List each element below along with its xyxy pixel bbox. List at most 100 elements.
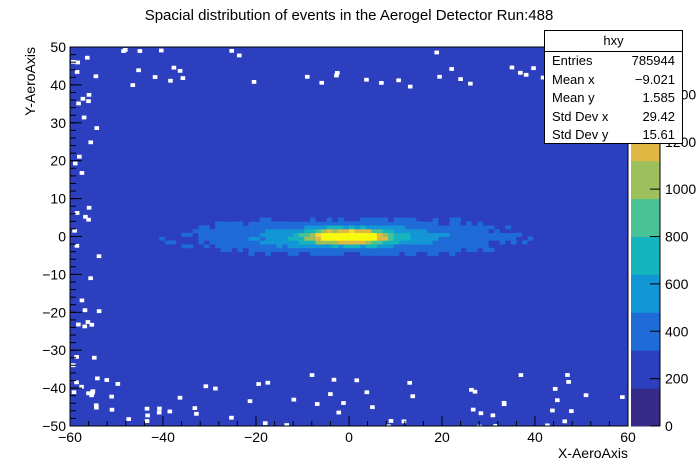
empty-bin	[72, 161, 78, 166]
heatmap-cell	[410, 221, 417, 226]
heatmap-cell	[254, 247, 261, 253]
heatmap-cell	[360, 251, 367, 256]
heatmap-cell	[432, 240, 439, 245]
heatmap-cell	[270, 232, 277, 237]
empty-bin	[309, 373, 315, 377]
empty-bin	[552, 386, 558, 391]
heatmap-cell	[360, 221, 367, 226]
heatmap-cell	[315, 236, 322, 241]
heatmap-cell	[293, 228, 300, 234]
empty-bin	[335, 70, 340, 75]
heatmap-cell	[321, 247, 328, 253]
heatmap-cell	[404, 232, 411, 237]
heatmap-cell	[220, 240, 227, 245]
color-scale-band	[631, 369, 660, 380]
heatmap-cell	[399, 251, 406, 256]
y-tick-label: −50	[42, 418, 66, 434]
color-scale-band	[631, 283, 660, 294]
empty-bin	[341, 401, 346, 405]
heatmap-cell	[164, 225, 171, 230]
empty-bin	[86, 217, 91, 222]
heatmap-cell	[259, 221, 266, 226]
heatmap-cell	[170, 244, 177, 249]
heatmap-cell	[332, 244, 339, 249]
heatmap-cell	[388, 247, 395, 253]
heatmap-cell	[309, 244, 316, 249]
heatmap-cell	[198, 236, 205, 241]
heatmap-cell	[220, 236, 227, 241]
heatmap-cell	[393, 225, 400, 230]
y-tick-label: 40	[50, 77, 66, 93]
empty-bin	[379, 80, 384, 85]
empty-bin	[370, 405, 375, 410]
heatmap-cell	[332, 221, 339, 226]
heatmap-cell	[404, 225, 411, 230]
empty-bin	[213, 386, 218, 391]
heatmap-cell	[332, 225, 339, 230]
heatmap-cell	[488, 228, 495, 234]
empty-bin	[76, 322, 81, 327]
empty-bin	[86, 205, 92, 210]
heatmap-cell	[209, 236, 216, 241]
heatmap-cell	[499, 228, 506, 234]
empty-bin	[86, 99, 91, 104]
heatmap-cell	[516, 221, 523, 226]
heatmap-cell	[231, 240, 238, 245]
heatmap-cell	[326, 221, 333, 226]
heatmap-cell	[321, 244, 328, 249]
heatmap-cell	[432, 247, 439, 253]
heatmap-cell	[293, 247, 300, 253]
stats-row: Std Dev x 29.42	[545, 108, 682, 127]
empty-bin	[531, 66, 536, 71]
heatmap-cell	[410, 217, 417, 222]
heatmap-cell	[371, 232, 378, 237]
heatmap-cell	[309, 251, 316, 256]
heatmap-cell	[315, 247, 322, 253]
heatmap-cell	[226, 236, 233, 241]
heatmap-cell	[304, 247, 311, 253]
heatmap-cell	[215, 228, 222, 234]
heatmap-cell	[315, 244, 322, 249]
empty-bin	[328, 392, 333, 396]
heatmap-cell	[215, 236, 222, 241]
heatmap-cell	[276, 240, 283, 245]
z-tick-label: 800	[665, 229, 689, 245]
heatmap-cell	[388, 225, 395, 230]
heatmap-cell	[455, 225, 461, 230]
empty-bin	[236, 53, 242, 58]
empty-bin	[251, 80, 257, 84]
heatmap-cell	[533, 228, 540, 234]
heatmap-cell	[349, 232, 355, 237]
empty-bin	[194, 411, 199, 416]
heatmap-cell	[505, 221, 512, 226]
heatmap-cell	[220, 228, 227, 234]
heatmap-cell	[477, 217, 484, 222]
x-tick-label: −60	[58, 429, 82, 445]
heatmap-cell	[488, 240, 495, 245]
heatmap-cell	[164, 236, 171, 241]
empty-bin	[88, 140, 94, 145]
heatmap-cell	[427, 221, 434, 226]
heatmap-cell	[376, 232, 383, 237]
empty-bin	[145, 413, 150, 418]
heatmap-cell	[388, 221, 395, 226]
heatmap-cell	[192, 240, 199, 245]
heatmap-cell	[248, 244, 255, 249]
heatmap-cell	[321, 228, 328, 234]
heatmap-cell	[438, 244, 445, 249]
empty-bin	[94, 126, 100, 131]
heatmap-cell	[349, 240, 355, 245]
heatmap-cell	[438, 240, 445, 245]
heatmap-cell	[276, 217, 283, 222]
heatmap-cell	[349, 228, 355, 234]
empty-bin	[92, 355, 97, 360]
heatmap-cell	[148, 236, 155, 241]
heatmap-cell	[410, 232, 417, 237]
empty-bin	[523, 72, 529, 77]
heatmap-cell	[242, 232, 249, 237]
empty-bin	[203, 384, 209, 389]
empty-bin	[80, 96, 86, 101]
heatmap-cell	[226, 232, 233, 237]
heatmap-cell	[382, 217, 389, 222]
heatmap-cell	[376, 240, 383, 245]
